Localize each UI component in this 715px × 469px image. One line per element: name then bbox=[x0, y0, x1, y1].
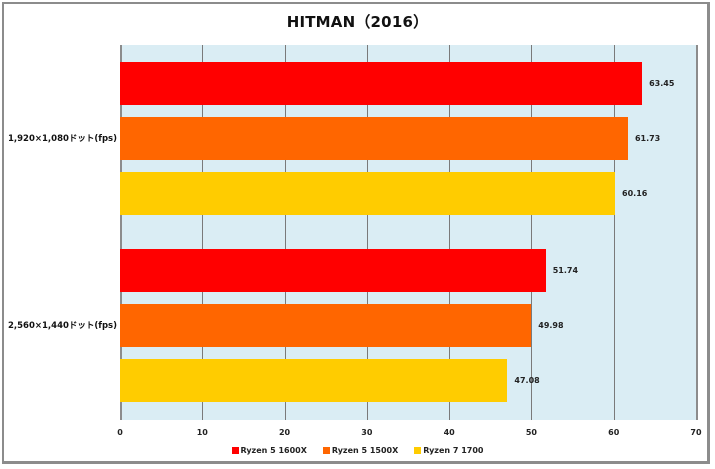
bar-value-label: 49.98 bbox=[538, 321, 564, 330]
plot-right-edge bbox=[696, 45, 698, 420]
legend-item: Ryzen 5 1600X bbox=[231, 446, 307, 455]
legend-item: Ryzen 7 1700 bbox=[414, 446, 483, 455]
category-label: 1,920×1,080ドット(fps) bbox=[8, 134, 118, 144]
gridline bbox=[531, 45, 533, 420]
legend-swatch-icon bbox=[322, 446, 330, 454]
legend-label: Ryzen 7 1700 bbox=[423, 446, 484, 455]
bar bbox=[120, 172, 616, 215]
bar-value-label: 60.16 bbox=[622, 189, 648, 198]
bar bbox=[120, 304, 532, 347]
legend-item: Ryzen 5 1500X bbox=[322, 446, 399, 455]
bar-value-label: 61.73 bbox=[634, 134, 661, 143]
bar bbox=[120, 117, 628, 160]
gridline bbox=[613, 45, 615, 420]
legend-label: Ryzen 5 1600X bbox=[240, 446, 307, 455]
legend-label: Ryzen 5 1500X bbox=[331, 446, 399, 455]
x-tick-label: 70 bbox=[690, 428, 702, 437]
bar-value-label: 51.74 bbox=[552, 266, 579, 275]
gridline bbox=[366, 45, 368, 420]
x-tick-label: 30 bbox=[361, 428, 373, 437]
x-tick-label: 0 bbox=[117, 428, 123, 437]
bar-value-label: 47.08 bbox=[514, 376, 540, 385]
x-tick-label: 60 bbox=[608, 428, 620, 437]
y-axis-line bbox=[120, 45, 122, 420]
x-tick-label: 50 bbox=[525, 428, 537, 437]
legend: Ryzen 5 1600X Ryzen 5 1500X Ryzen 7 1700 bbox=[0, 446, 715, 455]
gridline bbox=[284, 45, 286, 420]
legend-swatch-icon bbox=[414, 446, 422, 454]
x-tick-label: 20 bbox=[278, 428, 291, 437]
gridline bbox=[202, 45, 204, 420]
category-label: 2,560×1,440ドット(fps) bbox=[8, 321, 118, 331]
chart-title: HITMAN（2016） bbox=[286, 13, 429, 31]
x-tick-label: 10 bbox=[196, 428, 208, 437]
legend-swatch-icon bbox=[231, 446, 239, 454]
bar-value-label: 63.45 bbox=[649, 79, 675, 88]
plot-area: 63.45 61.73 60.16 51.74 49.98 47.08 bbox=[120, 45, 698, 420]
bar bbox=[120, 62, 643, 105]
gridline bbox=[449, 45, 451, 420]
bar bbox=[120, 249, 546, 292]
x-tick-label: 40 bbox=[443, 428, 455, 437]
bar bbox=[120, 359, 508, 402]
